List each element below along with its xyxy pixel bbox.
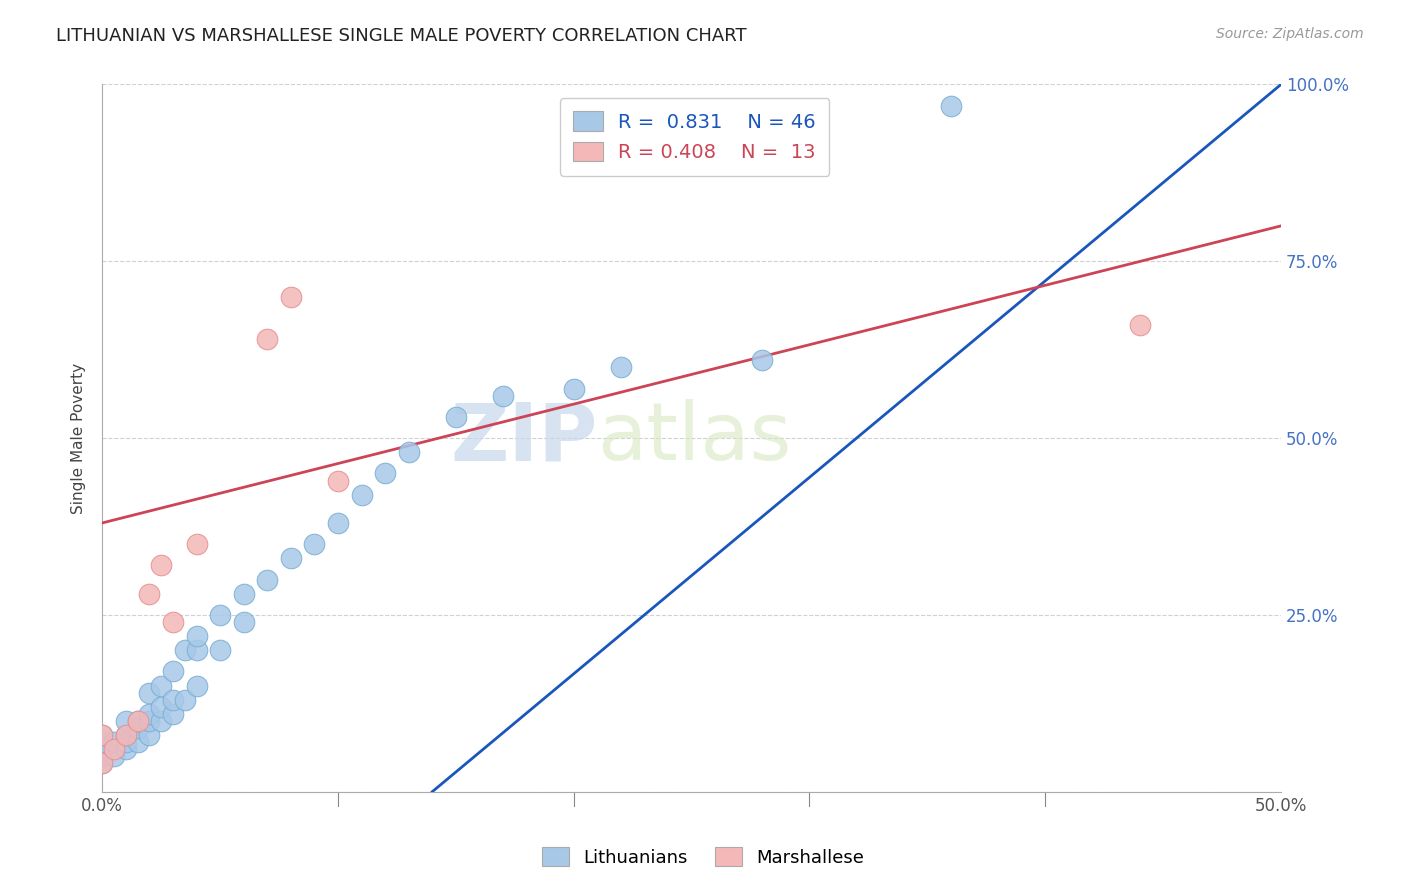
Point xyxy=(209,643,232,657)
Point xyxy=(127,714,149,728)
Legend: R =  0.831    N = 46, R = 0.408    N =  13: R = 0.831 N = 46, R = 0.408 N = 13 xyxy=(560,98,830,176)
Point xyxy=(162,665,184,679)
Text: LITHUANIAN VS MARSHALLESE SINGLE MALE POVERTY CORRELATION CHART: LITHUANIAN VS MARSHALLESE SINGLE MALE PO… xyxy=(56,27,747,45)
Point xyxy=(103,749,125,764)
Point xyxy=(150,714,173,728)
Point xyxy=(280,290,302,304)
Point xyxy=(114,728,136,742)
Point xyxy=(114,714,136,728)
Point xyxy=(398,445,420,459)
Point xyxy=(304,537,326,551)
Point xyxy=(232,615,254,629)
Point xyxy=(444,409,467,424)
Point xyxy=(350,488,373,502)
Point xyxy=(751,353,773,368)
Point xyxy=(103,742,125,756)
Point xyxy=(162,706,184,721)
Point xyxy=(150,558,173,573)
Point xyxy=(186,643,208,657)
Point xyxy=(326,474,349,488)
Point xyxy=(114,728,136,742)
Text: atlas: atlas xyxy=(598,399,792,477)
Y-axis label: Single Male Poverty: Single Male Poverty xyxy=(72,362,86,514)
Point xyxy=(91,756,114,771)
Point xyxy=(127,714,149,728)
Point xyxy=(186,537,208,551)
Point xyxy=(1128,318,1150,332)
Text: Source: ZipAtlas.com: Source: ZipAtlas.com xyxy=(1216,27,1364,41)
Point xyxy=(256,332,278,346)
Point xyxy=(173,643,195,657)
Point xyxy=(162,615,184,629)
Point xyxy=(209,607,232,622)
Legend: Lithuanians, Marshallese: Lithuanians, Marshallese xyxy=(534,840,872,874)
Point xyxy=(91,742,114,756)
Point xyxy=(91,756,114,771)
Point xyxy=(127,721,149,735)
Point xyxy=(138,714,160,728)
Point xyxy=(173,692,195,706)
Point xyxy=(562,382,585,396)
Point xyxy=(374,467,396,481)
Text: ZIP: ZIP xyxy=(450,399,598,477)
Point xyxy=(138,728,160,742)
Point xyxy=(91,728,114,742)
Point xyxy=(492,389,515,403)
Point xyxy=(256,573,278,587)
Point xyxy=(280,551,302,566)
Point xyxy=(127,735,149,749)
Point xyxy=(114,735,136,749)
Point xyxy=(91,735,114,749)
Point xyxy=(939,98,962,112)
Point xyxy=(138,587,160,601)
Point xyxy=(150,699,173,714)
Point xyxy=(138,706,160,721)
Point xyxy=(232,587,254,601)
Point xyxy=(186,629,208,643)
Point xyxy=(114,742,136,756)
Point xyxy=(162,692,184,706)
Point xyxy=(91,749,114,764)
Point xyxy=(326,516,349,530)
Point xyxy=(138,686,160,700)
Point xyxy=(103,735,125,749)
Point xyxy=(186,679,208,693)
Point xyxy=(150,679,173,693)
Point xyxy=(91,728,114,742)
Point xyxy=(610,360,633,375)
